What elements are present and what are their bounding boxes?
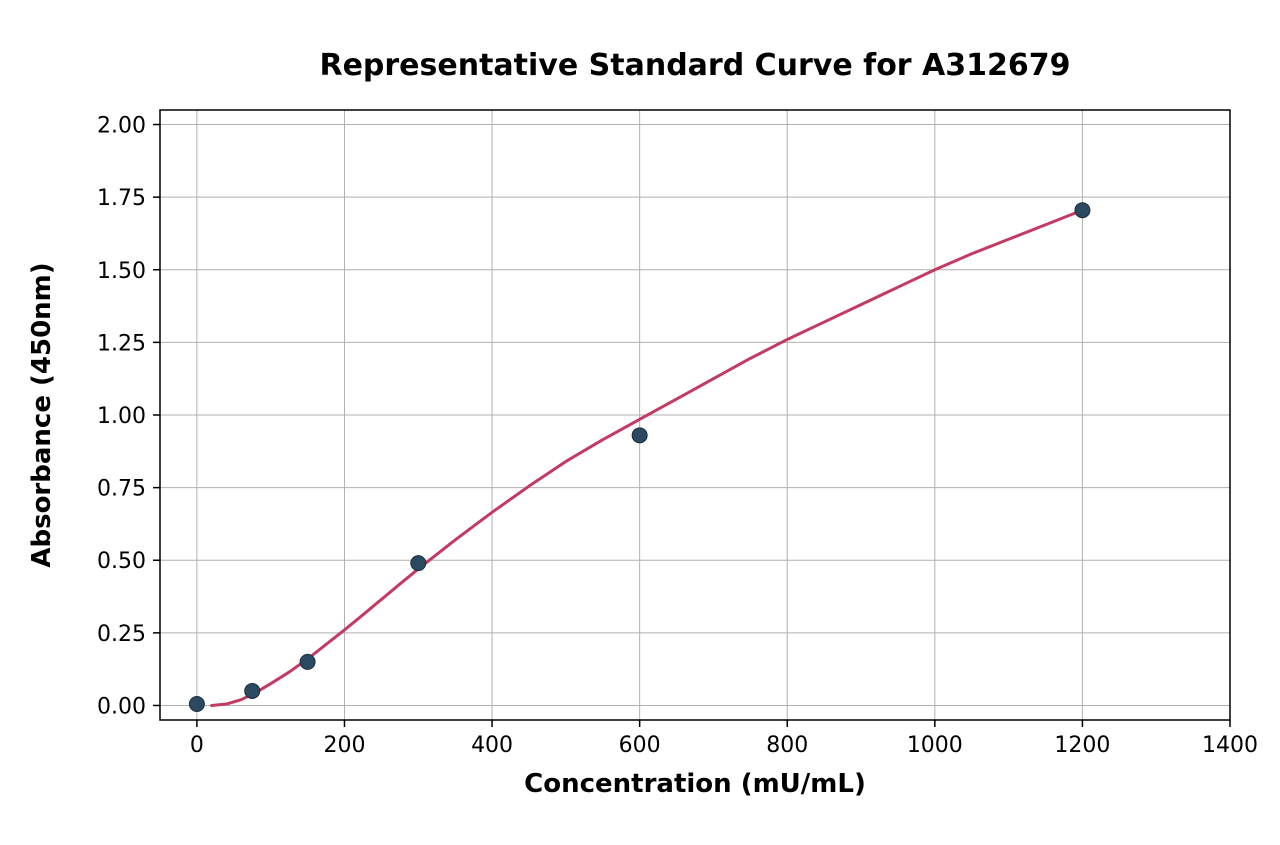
data-point: [632, 428, 647, 443]
y-tick-label: 1.00: [97, 404, 146, 429]
data-point: [300, 654, 315, 669]
y-tick-label: 2.00: [97, 114, 146, 139]
x-tick-label: 1200: [1054, 733, 1110, 758]
x-tick-label: 1400: [1202, 733, 1258, 758]
y-tick-label: 0.50: [97, 549, 146, 574]
x-tick-label: 200: [323, 733, 365, 758]
standard-curve-chart: 0 200 400 600 800 1000 1200 1400 0.00 0.25 0.50 0.7…: [0, 0, 1280, 845]
data-point: [189, 697, 204, 712]
chart-title: Representative Standard Curve for A31267…: [319, 48, 1070, 83]
y-tick-label: 1.25: [97, 331, 146, 356]
x-tick-label: 600: [619, 733, 661, 758]
data-point: [411, 556, 426, 571]
y-tick-label: 0.00: [97, 694, 146, 719]
x-tick-label: 800: [766, 733, 808, 758]
x-axis-label: Concentration (mU/mL): [524, 769, 866, 799]
y-tick-label: 0.25: [97, 622, 146, 647]
data-point: [245, 683, 260, 698]
y-tick-label: 1.50: [97, 259, 146, 284]
y-tick-label: 0.75: [97, 477, 146, 502]
y-axis-label: Absorbance (450nm): [27, 262, 57, 567]
x-tick-label: 1000: [907, 733, 963, 758]
x-tick-label: 400: [471, 733, 513, 758]
x-tick-label: 0: [190, 733, 204, 758]
data-point: [1075, 203, 1090, 218]
y-tick-label: 1.75: [97, 186, 146, 211]
chart-container: 0 200 400 600 800 1000 1200 1400 0.00 0.25 0.50 0.7…: [0, 0, 1280, 845]
